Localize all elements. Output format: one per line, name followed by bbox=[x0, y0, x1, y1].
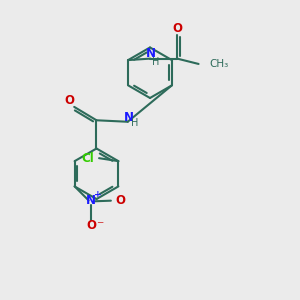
Text: N: N bbox=[146, 47, 155, 60]
Text: ⁻: ⁻ bbox=[96, 219, 103, 233]
Text: +: + bbox=[94, 190, 101, 199]
Text: H: H bbox=[131, 118, 139, 128]
Text: O: O bbox=[115, 194, 125, 207]
Text: N: N bbox=[124, 111, 134, 124]
Text: O: O bbox=[172, 22, 182, 35]
Text: CH₃: CH₃ bbox=[209, 59, 228, 69]
Text: H: H bbox=[152, 57, 159, 67]
Text: N: N bbox=[86, 194, 96, 207]
Text: O: O bbox=[86, 219, 96, 232]
Text: Cl: Cl bbox=[82, 152, 94, 165]
Text: O: O bbox=[65, 94, 75, 107]
